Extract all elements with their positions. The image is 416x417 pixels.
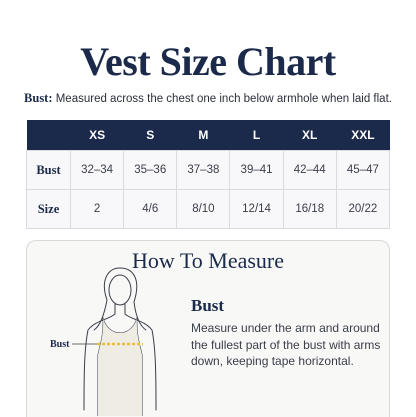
figure-label: Bust	[50, 339, 70, 350]
column-header: S	[123, 120, 177, 151]
measure-text: Measure under the arm and around the ful…	[191, 321, 381, 368]
table-cell: 4/6	[123, 189, 178, 229]
measure-heading: Bust	[191, 296, 225, 315]
top-fill	[98, 318, 142, 416]
table-cell: 42–44	[282, 150, 337, 190]
column-header: XS	[70, 120, 124, 151]
size-table: XS S M L XL XXL Bust 32–34 35–36 37–38 39–41 42–44…	[26, 120, 391, 229]
column-header: XL	[283, 120, 337, 151]
table-cell: 35–36	[123, 150, 178, 190]
table-cell: 2	[69, 189, 125, 229]
column-header: XXL	[336, 120, 390, 151]
row-label: Size	[26, 189, 71, 229]
table-cell: 45–47	[335, 150, 391, 190]
table-cell: 39–41	[229, 150, 284, 190]
table-cell: 12/14	[229, 189, 284, 229]
table-row: Bust 32–34 35–36 37–38 39–41 42–44 45–47	[26, 150, 391, 190]
measure-title: How To Measure	[131, 248, 285, 273]
column-header: L	[229, 120, 284, 151]
table-cell: 8/10	[176, 189, 231, 229]
table-cell: 32–34	[69, 150, 125, 190]
title: Vest Size Chart	[80, 39, 336, 84]
shoulders	[83, 303, 157, 411]
table-row: Size 2 4/6 8/10 12/14 16/18 20/22	[26, 189, 391, 229]
table-cell: 37–38	[176, 150, 231, 190]
measure-panel	[26, 240, 390, 417]
note: Bust: Measured across the chest one inch…	[0, 91, 416, 106]
header-row: XS S M L XL XXL	[26, 120, 390, 151]
row-label: Bust	[26, 150, 71, 190]
note-text: Measured across the chest one inch below…	[55, 93, 392, 105]
head	[108, 274, 132, 306]
note-label: Bust:	[24, 91, 53, 105]
column-header: M	[176, 120, 230, 151]
table-cell: 20/22	[335, 189, 391, 229]
corner	[26, 120, 71, 151]
